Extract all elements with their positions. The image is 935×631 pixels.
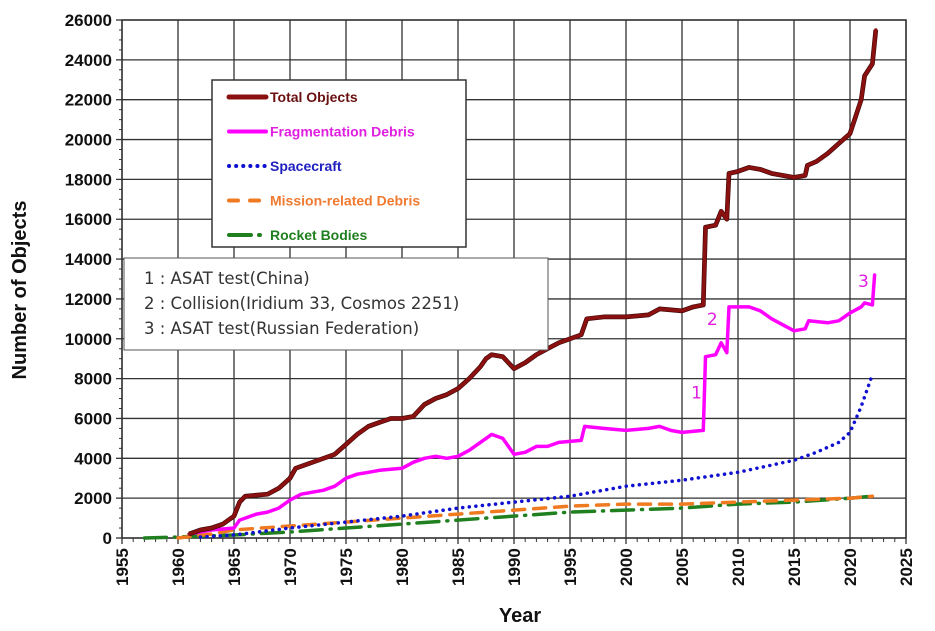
x-tick-label: 1995 — [561, 548, 580, 586]
x-axis-label: Year — [499, 605, 541, 627]
x-tick-label: 1990 — [505, 548, 524, 586]
legend: Total Objects Fragmentation Debris Spacecr… — [211, 79, 467, 248]
note-2: 2 : Collision(Iridium 33, Cosmos 2251) — [144, 294, 459, 313]
x-tick-label: 1965 — [225, 548, 244, 586]
annotation-3: 3 — [858, 272, 869, 292]
y-axis: 0 2000 4000 6000 8000 10000 12000 14000 16000 180… — [65, 11, 122, 548]
legend-label: Rocket Bodies — [270, 227, 367, 243]
x-tick-label: 1970 — [281, 548, 300, 586]
y-tick-label: 24000 — [65, 51, 112, 70]
x-tick-label: 2000 — [617, 548, 636, 586]
legend-label: Spacecraft — [270, 158, 342, 174]
y-tick-label: 12000 — [65, 290, 112, 309]
x-tick-label: 1985 — [449, 548, 468, 586]
legend-label: Total Objects — [270, 89, 358, 105]
annotations: 1 2 3 — [691, 272, 869, 404]
y-tick-label: 18000 — [65, 170, 112, 189]
y-tick-label: 14000 — [65, 250, 112, 269]
series-total-objects — [187, 28, 878, 536]
x-tick-label: 2025 — [897, 548, 916, 586]
x-tick-label: 1960 — [169, 548, 188, 586]
series-spacecraft — [198, 372, 875, 539]
annotation-2: 2 — [707, 310, 718, 330]
series-fragmentation-debris — [187, 273, 877, 536]
note-3: 3 : ASAT test(Russian Federation) — [144, 319, 419, 338]
y-tick-label: 2000 — [74, 489, 112, 508]
x-tick-label: 2020 — [841, 548, 860, 586]
y-axis-label: Number of Objects — [9, 201, 31, 380]
y-tick-label: 8000 — [74, 370, 112, 389]
annotation-1: 1 — [691, 384, 702, 404]
y-tick-label: 20000 — [65, 131, 112, 150]
x-tick-label: 1980 — [393, 548, 412, 586]
x-axis: 1955 1960 1965 1970 1975 1980 1985 1990 1995 2000… — [113, 538, 916, 586]
y-tick-label: 26000 — [65, 11, 112, 30]
x-tick-label: 2005 — [673, 548, 692, 586]
legend-label: Mission-related Debris — [270, 193, 420, 209]
y-tick-label: 4000 — [74, 449, 112, 468]
series-lines — [142, 28, 879, 540]
y-tick-label: 6000 — [74, 409, 112, 428]
x-tick-label: 1975 — [337, 548, 356, 586]
event-notes: 1 : ASAT test(China) 2 : Collision(Iridi… — [123, 257, 549, 351]
x-tick-label: 2015 — [785, 548, 804, 586]
y-tick-label: 16000 — [65, 210, 112, 229]
x-tick-label: 1955 — [113, 548, 132, 586]
y-tick-label: 10000 — [65, 330, 112, 349]
legend-label: Fragmentation Debris — [270, 124, 415, 140]
y-tick-label: 0 — [103, 529, 112, 548]
note-1: 1 : ASAT test(China) — [144, 269, 310, 288]
y-tick-label: 22000 — [65, 91, 112, 110]
x-tick-label: 2010 — [729, 548, 748, 586]
